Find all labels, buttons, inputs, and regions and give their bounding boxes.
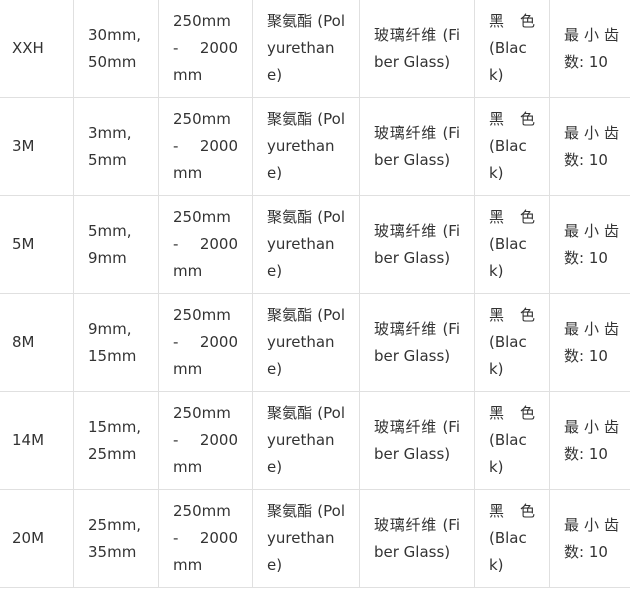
cell-pitch: 3mm, 5mm (73, 97, 159, 196)
cell-pitch: 5mm, 9mm (73, 195, 159, 294)
cell-material: 聚氨酯 (Polyurethane) (252, 97, 360, 196)
cell-teeth: 最小齿数: 10 (549, 293, 630, 392)
cell-pitch: 30mm, 50mm (73, 0, 159, 98)
cell-material: 聚氨酯 (Polyurethane) (252, 0, 360, 98)
cell-type: 5M (0, 195, 74, 294)
cell-type: 20M (0, 489, 74, 588)
cell-teeth: 最小齿数: 10 (549, 0, 630, 98)
cell-cord: 玻璃纤维 (Fiber Glass) (359, 489, 475, 588)
cell-length: 250mm - 2000 mm (158, 97, 253, 196)
table-row: XXH 30mm, 50mm 250mm - 2000 mm 聚氨酯 (Polyure… (0, 0, 630, 98)
cell-pitch: 9mm, 15mm (73, 293, 159, 392)
cell-color: 黑 色 (Black) (474, 391, 550, 490)
cell-type: 3M (0, 97, 74, 196)
cell-teeth: 最小齿数: 10 (549, 195, 630, 294)
cell-length: 250mm - 2000 mm (158, 391, 253, 490)
cell-teeth: 最小齿数: 10 (549, 391, 630, 490)
table-row: 20M 25mm, 35mm 250mm - 2000 mm 聚氨酯 (Polyure… (0, 489, 630, 588)
cell-cord: 玻璃纤维 (Fiber Glass) (359, 293, 475, 392)
cell-color: 黑 色 (Black) (474, 293, 550, 392)
cell-pitch: 25mm, 35mm (73, 489, 159, 588)
cell-teeth: 最小齿数: 10 (549, 489, 630, 588)
cell-material: 聚氨酯 (Polyurethane) (252, 293, 360, 392)
table-row: 3M 3mm, 5mm 250mm - 2000 mm 聚氨酯 (Polyuretha… (0, 97, 630, 196)
cell-cord: 玻璃纤维 (Fiber Glass) (359, 97, 475, 196)
table-row: 14M 15mm, 25mm 250mm - 2000 mm 聚氨酯 (Polyure… (0, 391, 630, 490)
cell-color: 黑 色 (Black) (474, 489, 550, 588)
cell-material: 聚氨酯 (Polyurethane) (252, 489, 360, 588)
cell-length: 250mm - 2000 mm (158, 195, 253, 294)
cell-length: 250mm - 2000 mm (158, 0, 253, 98)
cell-type: 14M (0, 391, 74, 490)
cell-cord: 玻璃纤维 (Fiber Glass) (359, 195, 475, 294)
cell-cord: 玻璃纤维 (Fiber Glass) (359, 391, 475, 490)
cell-material: 聚氨酯 (Polyurethane) (252, 195, 360, 294)
cell-cord: 玻璃纤维 (Fiber Glass) (359, 0, 475, 98)
cell-material: 聚氨酯 (Polyurethane) (252, 391, 360, 490)
cell-length: 250mm - 2000 mm (158, 293, 253, 392)
cell-color: 黑 色 (Black) (474, 0, 550, 98)
cell-color: 黑 色 (Black) (474, 195, 550, 294)
cell-teeth: 最小齿数: 10 (549, 97, 630, 196)
cell-pitch: 15mm, 25mm (73, 391, 159, 490)
cell-type: XXH (0, 0, 74, 98)
cell-color: 黑 色 (Black) (474, 97, 550, 196)
table-row: 5M 5mm, 9mm 250mm - 2000 mm 聚氨酯 (Polyuretha… (0, 195, 630, 294)
cell-type: 8M (0, 293, 74, 392)
table-row: 8M 9mm, 15mm 250mm - 2000 mm 聚氨酯 (Polyureth… (0, 293, 630, 392)
cell-length: 250mm - 2000 mm (158, 489, 253, 588)
